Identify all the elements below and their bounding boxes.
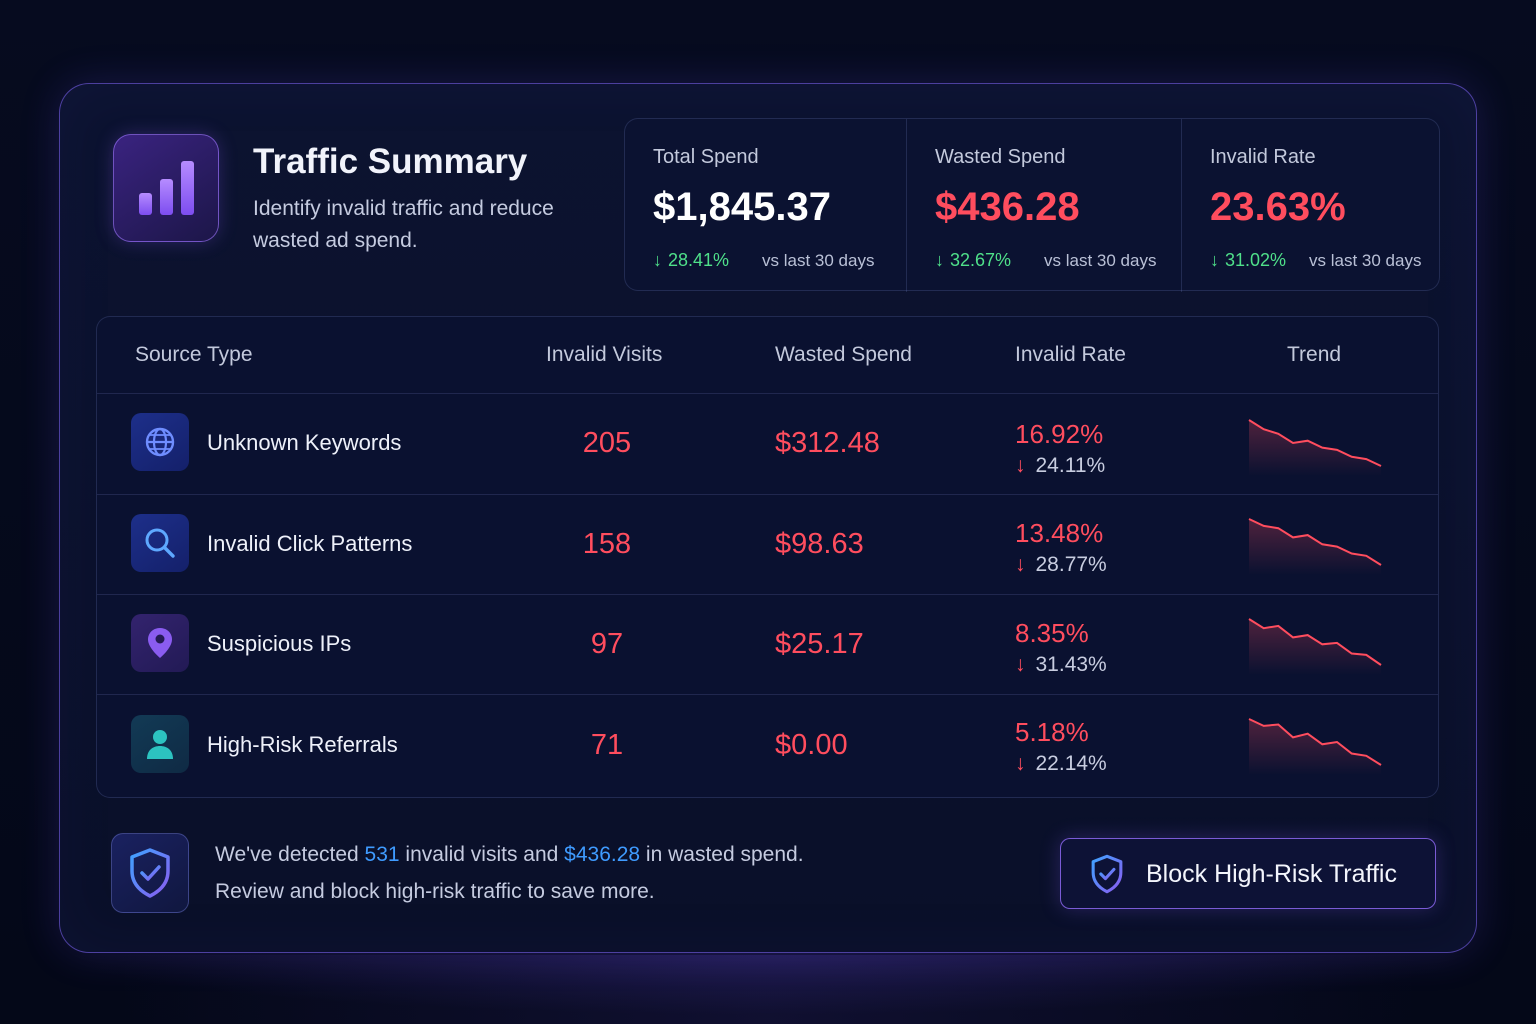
rate-change: ↓ 22.14% [1015, 752, 1107, 775]
sparkline-area [1249, 619, 1381, 675]
summary-text: We've detected 531 invalid visits and $4… [215, 843, 804, 866]
globe-icon [131, 413, 189, 471]
sparkline-line [1248, 618, 1382, 666]
shield-check-icon [1089, 854, 1125, 899]
button-label: Block High-Risk Traffic [1146, 860, 1397, 888]
location-pin-icon [131, 614, 189, 672]
sparkline-area [1249, 519, 1381, 575]
stat-comparison: vs last 30 days [1044, 251, 1157, 270]
invalid-visits: 97 [590, 628, 624, 660]
wasted-spend: $98.63 [775, 528, 864, 560]
invalid-rate: 16.92% [1015, 419, 1104, 449]
column-header-source-type: Source Type [135, 343, 253, 366]
stat-label: Wasted Spend [935, 146, 1066, 168]
trend-sparkline [1248, 618, 1382, 675]
stat-comparison: vs last 30 days [1309, 251, 1422, 270]
sparkline-area [1249, 420, 1381, 476]
stat-change: ↓ 32.67% [935, 250, 1012, 270]
column-header-invalid-visits: Invalid Visits [546, 343, 663, 366]
highlight-spend: $436.28 [564, 843, 641, 866]
shield-check-icon [111, 833, 189, 913]
divider [97, 494, 1438, 495]
invalid-rate: 5.18% [1015, 717, 1089, 747]
arrow-down-icon: ↓ [1210, 250, 1219, 270]
block-high-risk-traffic-button[interactable]: Block High-Risk Traffic [1060, 838, 1436, 909]
sparkline-line [1248, 419, 1382, 467]
stat-change: ↓ 28.41% [653, 250, 730, 270]
page-subtitle: Identify invalid traffic and reduce wast… [253, 197, 554, 252]
card-glow [60, 955, 1476, 1015]
arrow-down-icon: ↓ [1015, 454, 1026, 477]
stat-label: Total Spend [653, 146, 759, 168]
sparkline-area [1249, 719, 1381, 775]
arrow-down-icon: ↓ [1015, 653, 1026, 676]
stats-panel: Total Spend $1,845.37 ↓ 28.41% vs last 30… [624, 118, 1440, 292]
table-row[interactable]: Invalid Click Patterns 158 $98.63 13.48%… [97, 495, 1438, 595]
sparkline-line [1248, 518, 1382, 566]
summary-subtext: Review and block high-risk traffic to sa… [215, 880, 655, 903]
source-name: Unknown Keywords [207, 430, 402, 455]
invalid-rate: 13.48% [1015, 518, 1104, 548]
arrow-down-icon: ↓ [935, 250, 944, 270]
rate-change: ↓ 28.77% [1015, 553, 1107, 576]
divider [97, 393, 1438, 394]
column-header-wasted-spend: Wasted Spend [775, 343, 912, 366]
invalid-rate: 8.35% [1015, 618, 1089, 648]
invalid-visits: 205 [582, 427, 632, 459]
highlight-visits: 531 [364, 843, 400, 866]
table-row[interactable]: High-Risk Referrals 71 $0.00 5.18% ↓ 22.1… [97, 695, 1438, 795]
arrow-down-icon: ↓ [1015, 752, 1026, 775]
stat-value: 23.63% [1210, 185, 1346, 229]
wasted-spend: $312.48 [775, 427, 880, 459]
rate-change: ↓ 24.11% [1015, 454, 1106, 477]
trend-sparkline [1248, 718, 1382, 775]
table-row[interactable]: Unknown Keywords 205 $312.48 16.92% ↓ 24.… [97, 394, 1438, 494]
divider [97, 594, 1438, 595]
trend-sparkline [1248, 419, 1382, 476]
rate-change: ↓ 31.43% [1015, 653, 1107, 676]
column-header-invalid-rate: Invalid Rate [1015, 343, 1126, 366]
stat-value: $436.28 [935, 185, 1080, 229]
source-name: Suspicious IPs [207, 631, 352, 656]
divider [1181, 119, 1182, 292]
arrow-down-icon: ↓ [653, 250, 662, 270]
invalid-visits: 71 [590, 729, 624, 761]
trend-sparkline [1248, 518, 1382, 575]
wasted-spend: $0.00 [775, 729, 848, 761]
page-title: Traffic Summary [253, 142, 528, 181]
wasted-spend: $25.17 [775, 628, 864, 660]
sparkline-line [1248, 718, 1382, 766]
table-row[interactable]: Suspicious IPs 97 $25.17 8.35% ↓ 31.43% [97, 595, 1438, 695]
invalid-visits: 158 [582, 528, 632, 560]
user-icon [131, 715, 189, 773]
column-header-trend: Trend [1287, 343, 1342, 366]
bar-chart-icon [113, 134, 219, 242]
source-name: Invalid Click Patterns [207, 531, 413, 556]
stat-change: ↓ 31.02% [1210, 250, 1287, 270]
stat-label: Invalid Rate [1210, 146, 1316, 168]
source-name: High-Risk Referrals [207, 732, 398, 757]
divider [97, 694, 1438, 695]
stat-comparison: vs last 30 days [762, 251, 875, 270]
search-icon [131, 514, 189, 572]
source-table: Source Type Invalid Visits Wasted Spend … [96, 316, 1439, 798]
stat-value: $1,845.37 [653, 185, 831, 229]
arrow-down-icon: ↓ [1015, 553, 1026, 576]
divider [906, 119, 907, 292]
